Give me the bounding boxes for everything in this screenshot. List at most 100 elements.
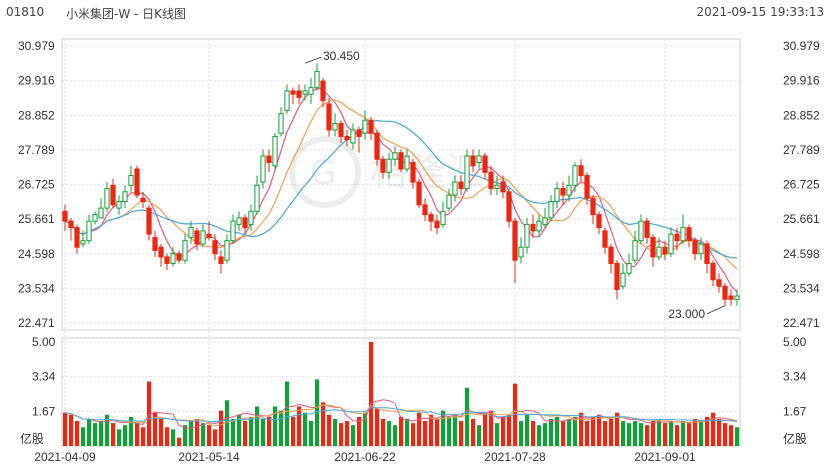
candle-body (614, 262, 620, 290)
candle-body (164, 256, 170, 264)
volume-bar (236, 414, 242, 446)
candle-body (734, 295, 740, 300)
volume-bar (674, 425, 680, 446)
volume-bars (62, 342, 740, 446)
date-tick-label: 2021-05-14 (178, 450, 240, 464)
candle-body (530, 223, 536, 232)
candle-body (404, 155, 410, 170)
candle-body (626, 262, 632, 274)
volume-bar (392, 425, 398, 446)
volume-bar (158, 418, 164, 446)
candle-body (536, 220, 542, 232)
candle-body (152, 236, 158, 251)
volume-bar (692, 418, 698, 446)
candle-body (410, 162, 416, 183)
candle-body (554, 188, 560, 203)
volume-ma20-line (64, 407, 738, 423)
price-tick-left: 30.979 (18, 39, 55, 53)
price-tick-right: 26.725 (783, 178, 820, 192)
volume-bar (554, 416, 560, 446)
candle-body (338, 122, 344, 137)
volume-bar (620, 421, 626, 446)
volume-bar (116, 429, 122, 446)
volume-bar (266, 416, 272, 446)
price-tick-right: 22.471 (783, 316, 820, 330)
volume-bar (470, 418, 476, 446)
candle-body (578, 165, 584, 177)
volume-bar (212, 429, 218, 446)
volume-bar (584, 421, 590, 446)
candle-body (104, 188, 110, 209)
candle-body (608, 246, 614, 264)
candle-body (62, 210, 68, 222)
volume-bar (302, 412, 308, 446)
candle-body (668, 233, 674, 255)
volume-bar (398, 416, 404, 446)
candle-body (428, 214, 434, 222)
candle-body (716, 279, 722, 287)
candle-body (176, 253, 182, 261)
candle-body (308, 87, 314, 95)
candle-body (326, 103, 332, 131)
volume-bar (314, 379, 320, 446)
volume-tick-left: 1.67 (32, 404, 56, 418)
price-tick-right: 28.852 (783, 108, 820, 122)
candle-body (440, 210, 446, 225)
candle-body (692, 240, 698, 255)
volume-bar (668, 421, 674, 446)
candle-body (656, 246, 662, 258)
price-tick-right: 30.979 (783, 39, 820, 53)
candle-body (422, 204, 428, 216)
volume-unit-left: 亿股 (20, 431, 44, 446)
candle-body (128, 175, 134, 186)
price-tick-left: 27.789 (18, 143, 55, 157)
candle-body (170, 253, 176, 264)
candle-body (434, 220, 440, 229)
volume-bar (542, 423, 548, 446)
volume-bar (122, 425, 128, 446)
volume-bar (446, 416, 452, 446)
volume-bar (254, 406, 260, 446)
volume-bar (290, 416, 296, 446)
volume-bar (260, 418, 266, 446)
candle-body (704, 243, 710, 264)
candle-body (116, 201, 122, 209)
volume-bar (68, 414, 74, 446)
candle-body (596, 214, 602, 229)
volume-bar (680, 421, 686, 446)
volume-bar (530, 421, 536, 446)
volume-bar (506, 414, 512, 446)
volume-bar (242, 421, 248, 446)
candle-body (236, 217, 242, 225)
volume-bar (326, 414, 332, 446)
volume-tick-right: 1.67 (783, 404, 807, 418)
candle-body (224, 240, 230, 261)
volume-bar (488, 410, 494, 446)
volume-bar (206, 425, 212, 446)
volume-bar (152, 412, 158, 446)
volume-bar (686, 423, 692, 446)
volume-bar (500, 416, 506, 446)
volume-bar (146, 381, 152, 446)
volume-bar (728, 425, 734, 446)
volume-bar (458, 421, 464, 446)
candle-body (518, 246, 524, 258)
candle-body (242, 217, 248, 229)
volume-bar (410, 423, 416, 446)
date-tick-label: 2021-04-09 (34, 450, 96, 464)
candle-body (722, 285, 728, 300)
volume-bar (596, 414, 602, 446)
volume-bar (104, 414, 110, 446)
candle-body (158, 246, 164, 258)
volume-bar (644, 425, 650, 446)
candle-body (680, 227, 686, 242)
candle-body (650, 236, 656, 258)
candlesticks (62, 63, 740, 306)
ma10-line (64, 99, 738, 270)
candle-body (416, 181, 422, 206)
candle-body (272, 135, 278, 167)
candle-body (374, 132, 380, 160)
volume-bar (704, 416, 710, 446)
candle-body (146, 207, 152, 235)
timestamp: 2021-09-15 19:33:13 (696, 5, 824, 19)
